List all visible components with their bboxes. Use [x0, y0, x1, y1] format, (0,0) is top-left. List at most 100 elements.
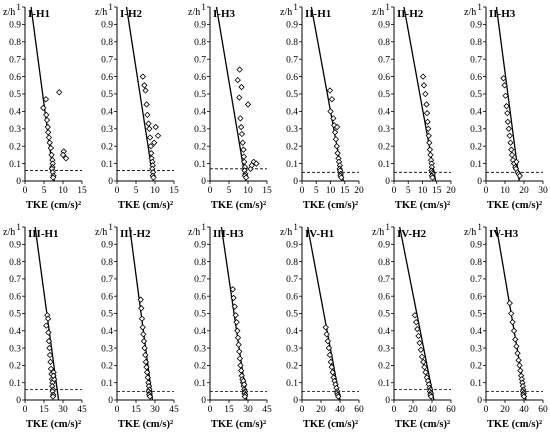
- y-tick-label: 0.8: [9, 38, 21, 48]
- y-tick-label: 0.8: [194, 258, 206, 268]
- x-axis-label: TKE (cm/s)²: [26, 200, 81, 211]
- y-tick-label: 1: [108, 3, 113, 13]
- data-point: [49, 174, 57, 181]
- y-tick-label: 0.7: [470, 55, 482, 65]
- y-tick-label: 0.5: [470, 310, 482, 320]
- data-point: [237, 123, 245, 131]
- x-tick-label: 15: [77, 186, 87, 196]
- data-point: [516, 172, 523, 179]
- data-point: [242, 174, 250, 181]
- data-point: [504, 118, 512, 126]
- data-point: [237, 367, 245, 374]
- data-point: [234, 327, 241, 334]
- x-tick-label: 0: [392, 405, 397, 415]
- data-point: [140, 338, 148, 345]
- y-tick-label: 0.4: [286, 108, 298, 118]
- data-point: [40, 104, 47, 112]
- x-tick-label: 60: [538, 405, 548, 415]
- x-axis-label: TKE (cm/s)²: [211, 419, 266, 430]
- x-tick-label: 0: [300, 405, 305, 415]
- y-tick-label: 0: [16, 177, 21, 187]
- data-point: [238, 130, 246, 138]
- data-point: [47, 358, 54, 366]
- data-point: [414, 325, 421, 333]
- chart-panel: 0 0.1 0.2 0.3 0.4 0.5 0.6 0.7 0.8 0.9 1 0 20 40 60 IV-H…: [372, 223, 456, 430]
- data-point: [239, 139, 246, 146]
- x-tick-label: 20: [446, 186, 456, 196]
- data-point: [423, 101, 430, 108]
- x-tick-label: 30: [538, 186, 548, 196]
- data-point: [420, 82, 428, 89]
- y-tick-label: 0: [201, 177, 206, 187]
- data-point: [137, 296, 144, 303]
- y-tick-label: 0.9: [9, 241, 21, 251]
- data-point: [145, 120, 152, 127]
- data-point: [507, 139, 514, 146]
- y-tick-label: 0.4: [470, 108, 482, 118]
- x-tick-label: 0: [392, 186, 397, 196]
- y-tick-label: 0.7: [286, 55, 298, 65]
- y-tick-label: 0.6: [470, 292, 482, 302]
- y-tick-label: 0: [201, 396, 206, 406]
- data-point: [416, 339, 423, 347]
- x-tick-label: 30: [150, 405, 160, 415]
- data-point: [332, 136, 340, 143]
- y-tick-label: 0.2: [101, 142, 113, 152]
- data-point: [232, 312, 239, 319]
- x-tick-label: 10: [150, 186, 160, 196]
- y-tick-label: 1: [201, 3, 206, 13]
- data-point: [146, 134, 154, 141]
- y-tick-label: 0.6: [101, 292, 113, 302]
- y-tick-label: 1: [385, 223, 390, 233]
- chart-panel: 00.10.20.30.40.50.60.70.80.910 5 10 15 20II-…: [372, 3, 456, 211]
- data-point: [146, 393, 154, 400]
- data-point: [45, 134, 53, 141]
- data-point: [338, 174, 345, 181]
- y-tick-label: 0.6: [378, 292, 390, 302]
- x-tick-label: 0: [23, 405, 28, 415]
- data-point: [139, 73, 147, 80]
- data-point: [233, 318, 240, 326]
- y-tick-label: 0.9: [9, 21, 21, 31]
- y-tick-label: 0: [293, 396, 298, 406]
- x-tick-label: 5: [42, 186, 47, 196]
- panel-title: IV-H1: [305, 228, 334, 240]
- y-tick-label: 0.1: [286, 379, 298, 389]
- data-point: [331, 122, 338, 129]
- data-point: [322, 324, 329, 331]
- data-point: [411, 312, 419, 319]
- y-tick-label: 0.9: [378, 21, 390, 31]
- fit-line: [125, 6, 155, 182]
- data-point: [236, 348, 243, 355]
- y-axis-label: z/h: [95, 227, 107, 238]
- x-tick-label: 10: [326, 186, 336, 196]
- fit-line: [129, 226, 154, 401]
- y-tick-label: 1: [293, 3, 298, 13]
- data-point: [327, 358, 334, 366]
- y-tick-label: 0.9: [194, 21, 206, 31]
- y-tick-label: 0.5: [101, 310, 113, 320]
- x-tick-label: 15: [131, 405, 141, 415]
- y-tick-label: 0.7: [194, 55, 206, 65]
- chart-panel: 00.10.20.30.40.50.60.70.80.910 5 10 15I-H3z…: [188, 3, 272, 211]
- y-tick-label: 1: [293, 223, 298, 233]
- data-point: [62, 155, 70, 162]
- y-tick-label: 0.3: [101, 125, 113, 135]
- x-tick-label: 15: [340, 186, 350, 196]
- fit-line: [30, 6, 55, 182]
- x-tick-label: 10: [58, 186, 68, 196]
- data-point: [417, 346, 425, 353]
- y-tick-label: 0.1: [286, 160, 298, 170]
- panel-title: I-H1: [28, 8, 50, 20]
- y-tick-label: 0.5: [470, 90, 482, 100]
- chart-panel: 0 0.1 0.2 0.3 0.4 0.5 0.6 0.7 0.8 0.9 1 0 15 30 45 III-…: [3, 223, 87, 430]
- y-tick-label: 0.1: [470, 379, 482, 389]
- data-point: [45, 338, 53, 345]
- data-point: [237, 362, 244, 369]
- y-tick-label: 0.7: [101, 55, 113, 65]
- y-tick-label: 1: [16, 223, 21, 233]
- y-tick-label: 0.8: [470, 38, 482, 48]
- panel-title: III-H1: [28, 228, 59, 240]
- data-point: [234, 76, 241, 84]
- chart-panel: 0 0.1 0.2 0.3 0.4 0.5 0.6 0.7 0.8 0.9 1 0 20 40 60 IV-H…: [280, 223, 364, 430]
